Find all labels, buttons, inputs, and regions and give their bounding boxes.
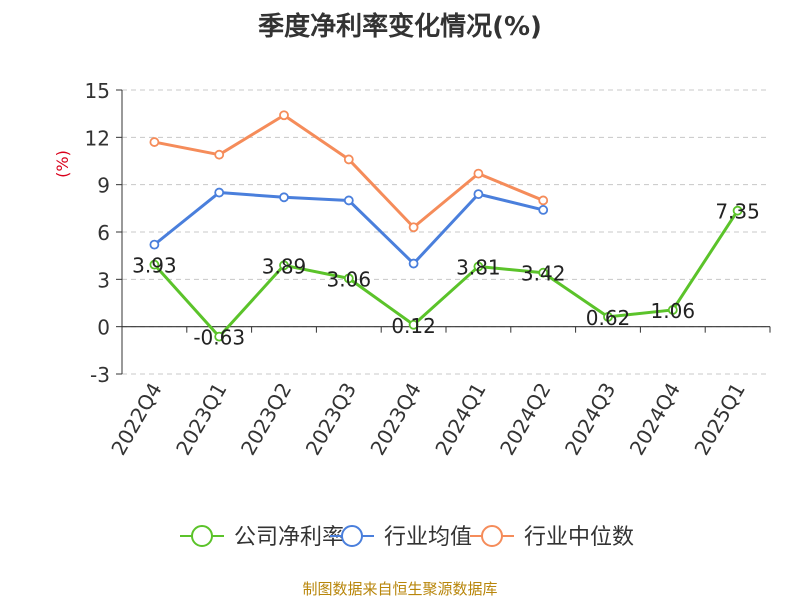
- series-1: [149, 187, 549, 269]
- data-point: [149, 137, 160, 147]
- y-tick-label: -3: [90, 363, 110, 387]
- series-2: [149, 110, 549, 233]
- y-tick-label: 9: [97, 174, 110, 198]
- data-point: [473, 189, 484, 200]
- series-line: [153, 209, 739, 339]
- legend-label: 行业中位数: [524, 525, 634, 550]
- data-label: 0.12: [391, 314, 436, 338]
- data-label: 3.81: [456, 256, 501, 280]
- data-point: [538, 195, 549, 206]
- y-tick-label: 3: [97, 268, 110, 292]
- data-label: -0.63: [193, 326, 245, 350]
- series-0: [149, 205, 743, 342]
- data-label: 3.89: [262, 254, 307, 278]
- data-point: [149, 239, 160, 250]
- data-label: 3.06: [327, 267, 372, 291]
- x-tick-label: 2025Q1: [689, 379, 749, 460]
- y-tick-label: 12: [85, 126, 110, 150]
- x-tick-label: 2024Q4: [625, 379, 685, 460]
- source-note: 制图数据来自恒生聚源数据库: [302, 580, 498, 598]
- data-point: [343, 154, 354, 165]
- data-point: [214, 149, 225, 160]
- legend-label: 行业均值: [384, 525, 472, 550]
- data-point: [408, 319, 419, 330]
- data-point: [408, 222, 419, 233]
- data-point: [408, 258, 419, 269]
- data-point: [279, 260, 289, 271]
- data-label: 7.35: [715, 200, 760, 224]
- data-point: [343, 273, 354, 284]
- data-point: [214, 187, 225, 198]
- legend-swatch-marker: [341, 525, 363, 547]
- data-point: [732, 205, 743, 216]
- series-layer: [149, 110, 743, 342]
- data-point: [473, 168, 484, 179]
- x-tick-label: 2024Q1: [430, 379, 490, 460]
- data-point: [279, 192, 289, 203]
- x-tick-label: 2024Q3: [560, 379, 620, 460]
- data-label: 3.93: [132, 254, 177, 278]
- x-tick-label: 2023Q4: [365, 379, 425, 460]
- x-tick-label: 2022Q4: [106, 379, 166, 460]
- data-label-layer: 3.93 -0.63 3.89 3.06 0.12 3.81 3.42 0.62 1.06 7.3…: [132, 200, 760, 350]
- y-axis-label: (%): [53, 150, 72, 178]
- x-tick-label: 2024Q2: [495, 379, 555, 460]
- legend: 公司净利率 行业均值 行业中位数: [180, 525, 634, 550]
- chart-title: 季度净利率变化情况(%): [258, 12, 542, 42]
- data-point: [473, 261, 484, 272]
- data-point: [538, 205, 549, 215]
- data-label: 3.42: [521, 262, 566, 286]
- data-point: [214, 331, 225, 342]
- legend-swatch-marker: [191, 525, 213, 547]
- data-point: [279, 110, 289, 121]
- legend-item: 行业中位数: [470, 525, 634, 550]
- legend-item: 行业均值: [330, 525, 472, 550]
- series-line: [154, 113, 544, 229]
- x-tick-label: 2023Q1: [171, 379, 231, 460]
- y-tick-label: 0: [97, 316, 110, 340]
- legend-label: 公司净利率: [234, 525, 344, 550]
- y-tick-label: 15: [85, 79, 110, 103]
- data-point: [538, 267, 549, 278]
- data-point: [343, 195, 354, 206]
- data-point: [149, 259, 160, 270]
- x-tick-label: 2023Q3: [301, 379, 361, 460]
- legend-swatch-marker: [481, 525, 503, 547]
- x-tick-label: 2023Q2: [236, 379, 296, 460]
- data-point: [603, 311, 613, 322]
- y-tick-label: 6: [97, 221, 110, 245]
- data-label: 0.62: [586, 306, 631, 330]
- data-label: 1.06: [651, 299, 696, 323]
- data-point: [667, 305, 678, 315]
- legend-item: 公司净利率: [180, 525, 344, 550]
